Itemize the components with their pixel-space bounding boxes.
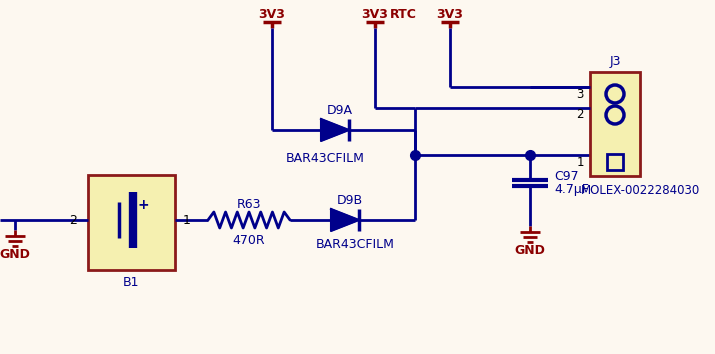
Text: RTC: RTC	[390, 7, 416, 21]
Text: J3: J3	[609, 56, 621, 69]
Bar	[88, 175, 175, 270]
Text: 1: 1	[576, 155, 584, 169]
Text: 470R: 470R	[232, 234, 265, 246]
Text: GND: GND	[515, 244, 546, 257]
Text: 4.7μF: 4.7μF	[554, 183, 589, 195]
Text: D9A: D9A	[327, 103, 353, 116]
Text: BAR43CFILM: BAR43CFILM	[285, 152, 365, 165]
Text: R63: R63	[237, 198, 261, 211]
Text: 3: 3	[576, 87, 584, 101]
Text: 1: 1	[183, 213, 191, 227]
Text: BAR43CFILM: BAR43CFILM	[315, 239, 395, 251]
Text: B1: B1	[123, 275, 139, 289]
Polygon shape	[331, 209, 359, 231]
Text: 3V3: 3V3	[259, 7, 285, 21]
Text: GND: GND	[0, 247, 31, 261]
Bar	[607, 154, 623, 170]
Text: 2: 2	[69, 213, 77, 227]
Text: 3V3: 3V3	[437, 7, 463, 21]
Text: 2: 2	[576, 108, 584, 121]
Text: 3V3: 3V3	[362, 7, 388, 21]
Text: MOLEX-0022284030: MOLEX-0022284030	[581, 184, 699, 198]
Polygon shape	[321, 119, 349, 141]
Bar	[590, 72, 640, 176]
Text: D9B: D9B	[337, 194, 363, 206]
Text: C97: C97	[554, 171, 578, 183]
Text: +: +	[137, 198, 149, 212]
